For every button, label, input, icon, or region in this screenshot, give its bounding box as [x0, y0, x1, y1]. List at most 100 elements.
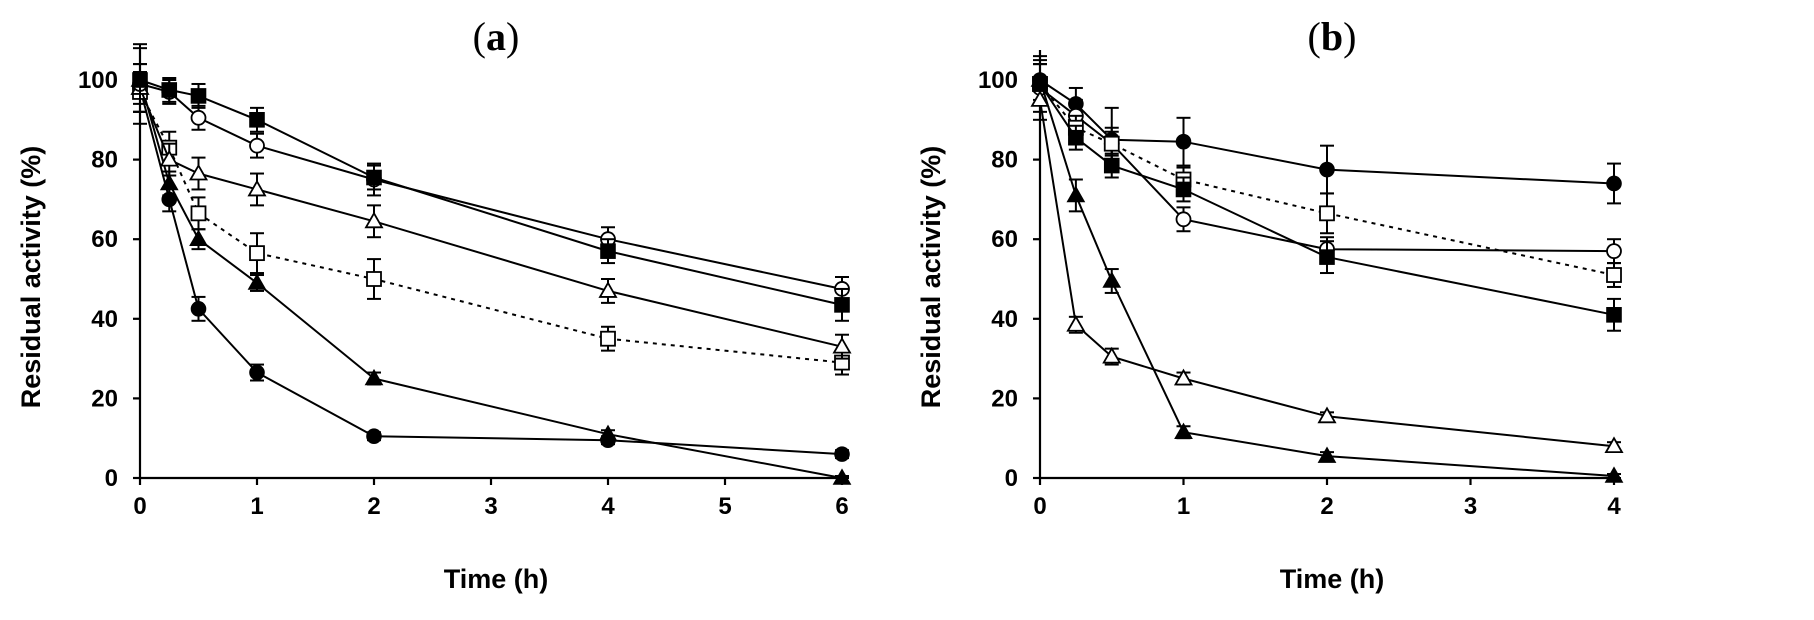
panel-a-point-filled-circle — [190, 301, 207, 317]
panel-b-point-filled-triangle — [1066, 185, 1086, 203]
panel-a-series-line — [139, 87, 843, 348]
panel-b-point-open-triangle — [1102, 346, 1122, 364]
panel-a-point-filled-triangle — [364, 368, 384, 386]
panel-b-series-open-triangle — [1030, 79, 1624, 454]
panel-a-point-filled-circle — [366, 428, 382, 445]
chart-panel-a: (a) 0 20 40 60 80 100 0 1 2 3 4 5 6 Time (h) Residual a… — [16, 14, 852, 594]
panel-a-point-filled-circle — [834, 446, 850, 462]
panel-b-point-filled-circle — [1175, 133, 1192, 150]
panel-b-series-filled-square — [1032, 63, 1622, 332]
panel-a-point-filled-square — [366, 169, 382, 186]
panel-a-point-filled-triangle — [247, 273, 267, 290]
panel-a-point-open-triangle — [832, 336, 852, 354]
panel-a-x-tick-label: 5 — [718, 493, 731, 520]
panel-a-point-open-square-dotted — [600, 330, 616, 347]
panel-a-point-filled-square — [190, 88, 207, 104]
panel-b-point-filled-square — [1175, 181, 1192, 198]
panel-b-x-axis-title: Time (h) — [1280, 564, 1385, 594]
panel-a-series-filled-square — [132, 47, 850, 322]
panel-b-series-filled-triangle — [1030, 59, 1624, 483]
panel-a-point-filled-triangle — [832, 468, 852, 485]
panel-b-series-filled-circle — [1032, 55, 1622, 205]
panel-b-point-open-triangle — [1066, 314, 1086, 332]
panel-b-point-filled-square — [1068, 129, 1084, 146]
panel-a-point-filled-square — [600, 243, 616, 259]
panel-b-x-tick-label: 2 — [1320, 493, 1333, 520]
panel-b-x-tick-label: 4 — [1607, 493, 1621, 520]
panel-a-x-tick-label: 0 — [133, 493, 146, 520]
panel-a-point-open-square-dotted — [190, 205, 207, 222]
panel-a-x-tick-label: 1 — [250, 493, 263, 520]
panel-b-y-tick-label: 0 — [1005, 465, 1018, 492]
panel-a-point-filled-square — [132, 72, 148, 88]
panel-b-point-filled-triangle — [1174, 422, 1193, 440]
panel-b-point-filled-square — [1606, 307, 1622, 323]
panel-a-title: (a) — [473, 14, 520, 59]
panel-a-point-open-triangle — [159, 149, 179, 167]
panel-a-point-open-square-dotted — [366, 271, 382, 287]
panel-a-title-close: ) — [506, 14, 519, 59]
panel-a-y-tick-label: 40 — [91, 306, 118, 333]
panel-b-point-open-square-dotted — [1606, 267, 1622, 283]
panel-a-point-filled-square — [834, 297, 850, 313]
panel-b-point-open-circle — [1175, 211, 1192, 228]
panel-a-point-filled-triangle — [598, 424, 618, 442]
panel-a-series-open-square-dotted — [132, 71, 850, 376]
panel-a-point-open-square-dotted — [249, 245, 265, 262]
panel-b-title-letter: b — [1321, 14, 1343, 59]
chart-a-svg: (a) 0 20 40 60 80 100 0 1 2 3 4 5 6 Time (h) Residual a… — [16, 14, 852, 594]
panel-a-point-open-circle — [190, 109, 207, 126]
panel-a-series-filled-circle — [132, 71, 850, 462]
panel-a-y-tick-label: 20 — [91, 385, 118, 412]
panel-b-series-line — [1039, 83, 1615, 316]
panel-b-point-filled-circle — [1319, 161, 1335, 178]
panel-a-series-open-triangle — [130, 63, 852, 360]
panel-a-x-axis-title: Time (h) — [444, 564, 549, 594]
panel-a-series-open-circle — [132, 43, 850, 302]
panel-a-y-axis-title: Residual activity (%) — [16, 146, 46, 409]
panel-a-point-open-circle — [249, 137, 265, 154]
panel-a-x-tick-label: 3 — [484, 493, 497, 520]
panel-b-point-open-square-dotted — [1103, 135, 1120, 152]
panel-b-title-open: ( — [1308, 14, 1321, 59]
panel-a-point-open-triangle — [598, 281, 618, 298]
panel-a-y-tick-label: 100 — [78, 67, 118, 94]
panel-b-series-line — [1039, 99, 1615, 448]
panel-b-series-line — [1039, 79, 1615, 477]
panel-b-point-filled-triangle — [1604, 466, 1624, 483]
panel-a-series-filled-triangle — [130, 63, 852, 485]
panel-b-title: (b) — [1308, 14, 1357, 59]
panel-a-y-tick-label: 0 — [105, 465, 118, 492]
panel-a-y-tick-label: 80 — [91, 147, 118, 174]
panel-b-point-open-triangle — [1604, 436, 1624, 454]
panel-b-title-close: ) — [1343, 14, 1356, 59]
panel-a-point-filled-triangle — [189, 229, 208, 246]
panel-a-point-open-triangle — [364, 211, 384, 229]
panel-a-title-open: ( — [473, 14, 486, 59]
panel-b-y-tick-label: 40 — [991, 306, 1018, 333]
panel-a-y-tick-label: 60 — [91, 226, 118, 253]
panel-a-series-line — [139, 79, 843, 306]
panel-b-y-tick-label: 20 — [991, 385, 1018, 412]
panel-b-point-open-square-dotted — [1319, 205, 1335, 222]
panel-a-x-tick-label: 6 — [835, 493, 848, 520]
panel-a-point-filled-square — [161, 82, 178, 98]
panel-a-point-filled-square — [249, 112, 265, 128]
panel-b-y-tick-label: 100 — [978, 67, 1018, 94]
panel-b-point-open-circle — [1606, 243, 1622, 260]
panel-a-title-letter: a — [486, 14, 506, 59]
panel-a-x-tick-label: 4 — [601, 493, 615, 520]
panel-b-point-open-triangle — [1317, 406, 1337, 424]
panel-b-y-tick-label: 60 — [991, 226, 1018, 253]
panel-a-x-tick-label: 2 — [367, 493, 380, 520]
panel-b-y-tick-label: 80 — [991, 147, 1018, 174]
panel-b-point-open-triangle — [1030, 90, 1050, 107]
panel-a-point-open-triangle — [247, 179, 267, 197]
panel-b-point-open-triangle — [1173, 368, 1194, 386]
panel-b-y-axis-title: Residual activity (%) — [916, 146, 946, 409]
panel-a-series-line — [139, 87, 843, 456]
chart-panel-b: (b) 0 20 40 60 80 100 0 1 2 3 4 Time (h) Residual act… — [907, 0, 1814, 620]
panel-b-x-tick-label: 1 — [1177, 493, 1190, 520]
panel-a-point-open-triangle — [188, 163, 209, 181]
panel-b-point-filled-triangle — [1317, 446, 1337, 463]
